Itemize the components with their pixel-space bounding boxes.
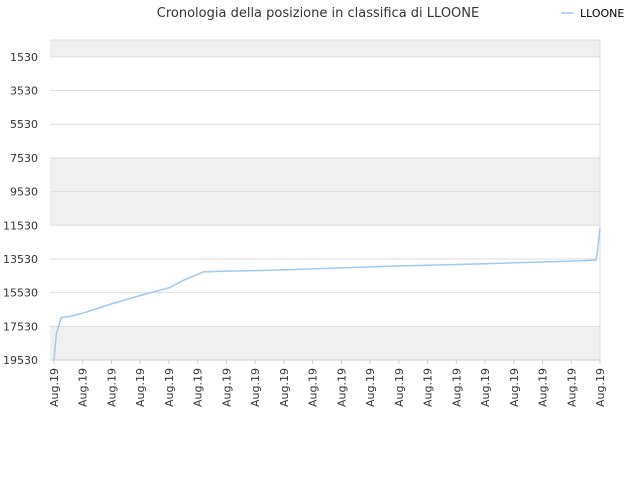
y-tick-label: 15530 — [3, 287, 38, 300]
y-tick-label: 11530 — [3, 219, 38, 232]
series-line-llone — [53, 228, 601, 361]
y-tick-label: 19530 — [3, 354, 38, 367]
x-tick-label: Aug.19 — [364, 368, 377, 407]
x-tick-label: Aug.19 — [220, 368, 233, 407]
x-tick-label: Aug.19 — [307, 368, 320, 407]
grid-band — [50, 40, 600, 57]
x-tick-label: Aug.19 — [249, 368, 262, 407]
x-tick-label: Aug.19 — [422, 368, 435, 407]
y-tick-label: 9530 — [10, 186, 38, 199]
y-tick-label: 13530 — [3, 253, 38, 266]
x-tick-label: Aug.19 — [393, 368, 406, 407]
x-tick-label: Aug.19 — [48, 368, 61, 407]
plot-area: 1530 3530 5530 7530 9530 11530 13530 15530 17530… — [3, 39, 607, 407]
grid-band — [50, 191, 600, 226]
grid-band — [50, 157, 600, 192]
chart-title: Cronologia della posizione in classifica… — [157, 6, 479, 21]
x-tick-label: Aug.19 — [278, 368, 291, 407]
x-tick-label: Aug.19 — [105, 368, 118, 407]
x-tick-label: Aug.19 — [335, 368, 348, 407]
x-tick-label: Aug.19 — [537, 368, 550, 407]
grid-band — [50, 326, 600, 360]
y-tick-label: 3530 — [10, 85, 38, 98]
x-tick-label: Aug.19 — [479, 368, 492, 407]
x-tick-label: Aug.19 — [163, 368, 176, 407]
x-tick-label: Aug.19 — [192, 368, 205, 407]
legend-label: LLOONE — [580, 7, 624, 20]
x-tick-label: Aug.19 — [565, 368, 578, 407]
y-tick-label: 5530 — [10, 118, 38, 131]
x-tick-label: Aug.19 — [77, 368, 90, 407]
y-tick-label: 1530 — [10, 51, 38, 64]
y-tick-label: 17530 — [3, 320, 38, 333]
x-tick-label: Aug.19 — [134, 368, 147, 407]
x-tick-label: Aug.19 — [508, 368, 521, 407]
x-tick-label: Aug.19 — [594, 368, 607, 407]
x-tick-label: Aug.19 — [450, 368, 463, 407]
y-tick-label: 7530 — [10, 152, 38, 165]
legend: LLOONE — [561, 7, 624, 20]
